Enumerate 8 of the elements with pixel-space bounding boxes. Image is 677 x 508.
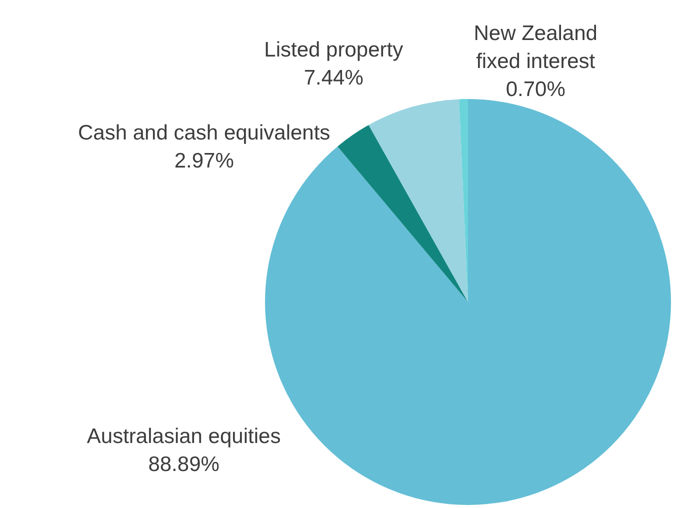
slice-label: New Zealand fixed interest (474, 22, 598, 74)
slice-label: Cash and cash equivalents (78, 121, 330, 144)
data-label: 7.44% (304, 66, 364, 90)
data-label: 88.89% (148, 453, 220, 476)
slice-label: Listed property (264, 38, 404, 62)
data-label: 0.70% (506, 78, 566, 102)
data-label: 2.97% (174, 149, 234, 172)
slice-label: Australasian equities (86, 425, 281, 448)
